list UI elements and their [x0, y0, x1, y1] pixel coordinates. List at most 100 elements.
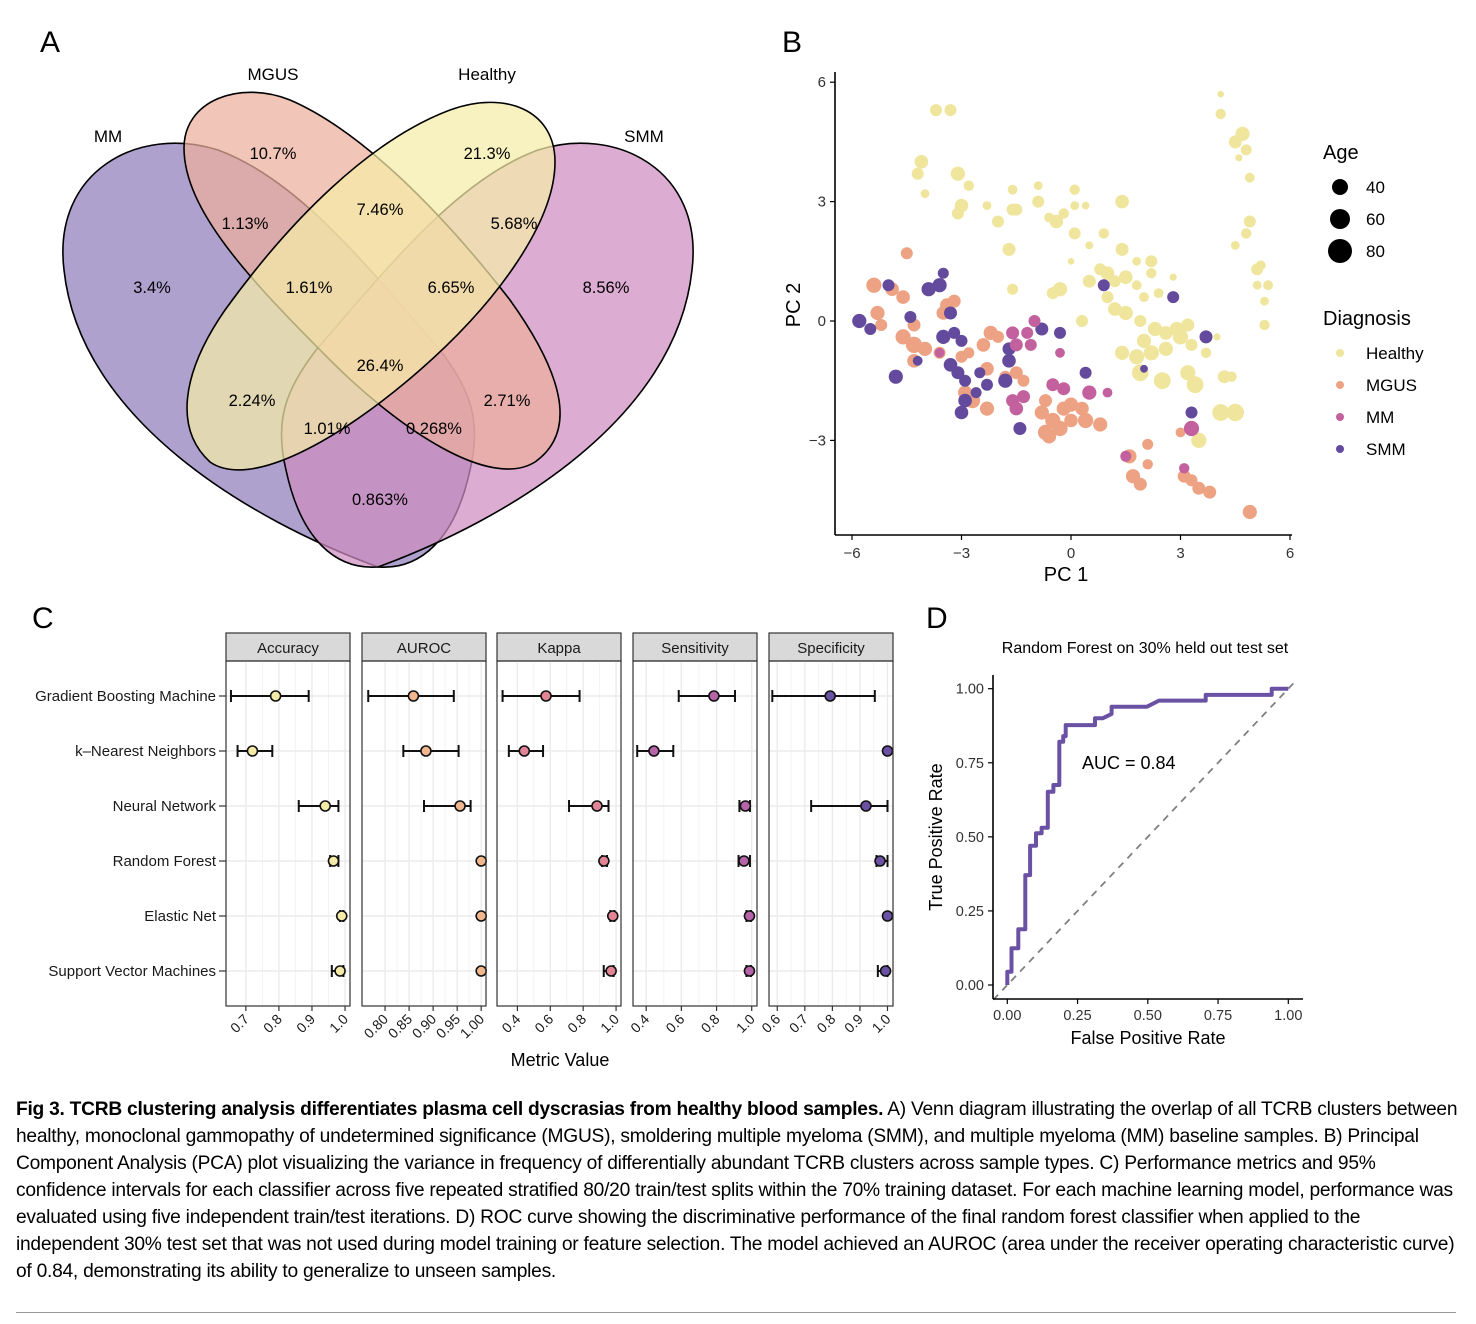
pca-point-smm	[932, 278, 947, 293]
metric-point	[605, 965, 617, 977]
pca-point-mgus	[1142, 459, 1153, 470]
pca-point-healthy	[1067, 258, 1075, 265]
pca-point-mm	[1120, 450, 1132, 462]
pca-point-mgus	[1075, 401, 1089, 416]
metric-point	[598, 855, 610, 867]
x-tick-label: 0.6	[531, 1011, 556, 1036]
pca-point-healthy	[1100, 266, 1115, 281]
metric-point	[881, 910, 894, 922]
pca-point-healthy	[1159, 326, 1173, 340]
pca-point-healthy	[1153, 372, 1171, 390]
pca-point-healthy	[1252, 280, 1262, 290]
roc-x-tick-label: 1.00	[1274, 1008, 1302, 1024]
pca-x-tick-label: 6	[1286, 545, 1294, 562]
venn-region-label: 3.4%	[133, 279, 171, 297]
pca-point-smm	[937, 267, 949, 279]
venn-region-label: 2.71%	[484, 392, 531, 410]
pca-point-mgus	[1192, 481, 1206, 495]
venn-region-label: 0.268%	[406, 420, 462, 438]
pca-point-smm	[998, 373, 1013, 388]
pca-point-healthy	[1076, 315, 1088, 327]
pca-point-healthy	[930, 104, 942, 117]
metric-point	[540, 690, 552, 702]
pca-point-healthy	[1131, 280, 1142, 291]
pca-point-mm	[1102, 387, 1113, 398]
pca-point-healthy	[1101, 291, 1114, 304]
pca-point-healthy	[1217, 90, 1224, 98]
legend-diagnosis-label: MM	[1366, 408, 1394, 427]
facet-panel-border	[225, 660, 351, 1007]
pca-x-axis-title: PC 1	[1044, 564, 1088, 586]
x-tick-label: 0.6	[662, 1011, 687, 1036]
x-tick-label: 1.0	[869, 1011, 894, 1036]
pca-point-mgus	[1093, 417, 1108, 432]
facet-strip-label: Accuracy	[257, 640, 319, 657]
metric-point	[743, 910, 756, 922]
metric-point	[246, 745, 259, 757]
roc-x-tick-label: 0.25	[1063, 1008, 1091, 1024]
pca-point-mgus	[1064, 413, 1078, 428]
x-tick-label: 0.4	[498, 1011, 523, 1036]
pca-point-healthy	[1115, 345, 1130, 360]
pca-point-healthy	[1185, 338, 1198, 351]
pca-point-smm	[981, 378, 993, 391]
x-tick-label: 0.8	[564, 1011, 589, 1036]
pca-point-healthy	[1115, 194, 1129, 209]
x-tick-label: 0.7	[227, 1011, 252, 1036]
metric-point	[518, 745, 531, 757]
metric-point	[475, 910, 487, 922]
pca-point-healthy	[1098, 228, 1110, 239]
model-label: Elastic Net	[144, 908, 217, 925]
pca-point-healthy	[963, 180, 974, 191]
pca-point-smm	[936, 329, 951, 344]
x-tick-label: 0.85	[385, 1011, 416, 1042]
pca-point-smm	[959, 374, 972, 387]
pca-point-healthy	[1240, 144, 1252, 156]
pca-point-healthy	[1129, 349, 1145, 365]
x-tick-label: 0.7	[786, 1011, 811, 1036]
pca-point-healthy	[1052, 282, 1068, 297]
pca-point-healthy	[920, 189, 930, 199]
pca-point-smm	[1167, 291, 1180, 304]
legend-diagnosis-dot-healthy	[1336, 349, 1344, 357]
pca-point-healthy	[1119, 270, 1133, 285]
pca-point-mgus	[979, 401, 995, 416]
metric-point	[454, 800, 466, 812]
legend-age-label: 40	[1366, 178, 1385, 197]
caption-body: A) Venn diagram illustrating the overlap…	[16, 1099, 1458, 1282]
metric-point	[743, 965, 756, 977]
pca-point-mgus	[976, 338, 991, 352]
venn-region-label: 2.24%	[229, 392, 276, 410]
metric-point	[738, 855, 750, 867]
pca-point-healthy	[1200, 347, 1212, 358]
pca-point-smm	[1097, 279, 1110, 292]
pca-point-healthy	[1033, 181, 1043, 191]
model-label: Random Forest	[113, 853, 217, 870]
pca-point-healthy	[1002, 242, 1016, 256]
pca-point-smm	[954, 405, 969, 420]
pca-point-mm	[1009, 338, 1023, 352]
pca-point-healthy	[1136, 333, 1152, 348]
pca-point-healthy	[1235, 154, 1243, 162]
model-label: Gradient Boosting Machine	[35, 688, 216, 705]
roc-x-tick-label: 0.50	[1134, 1008, 1162, 1024]
pca-point-smm	[974, 367, 986, 379]
pca-point-smm	[912, 355, 923, 366]
pca-point-mm	[1017, 390, 1030, 404]
pca-y-tick-label: 6	[818, 74, 826, 91]
facet-strip-label: Sensitivity	[661, 640, 729, 657]
forest-x-axis-title: Metric Value	[511, 1050, 610, 1070]
facet-strip-label: Kappa	[537, 640, 581, 657]
pca-point-healthy	[992, 215, 1004, 228]
pca-point-mgus	[895, 329, 911, 345]
metric-point	[591, 800, 603, 812]
pca-point-smm	[1185, 406, 1198, 419]
pca-point-mm	[1055, 347, 1065, 358]
pca-point-mm	[1057, 382, 1071, 396]
pca-point-smm	[970, 387, 982, 399]
pca-point-mgus	[900, 247, 913, 260]
roc-reference-diagonal	[992, 679, 1298, 1001]
pca-point-smm	[951, 366, 965, 380]
pca-point-mgus	[1185, 474, 1198, 487]
pca-point-healthy	[1226, 403, 1245, 422]
